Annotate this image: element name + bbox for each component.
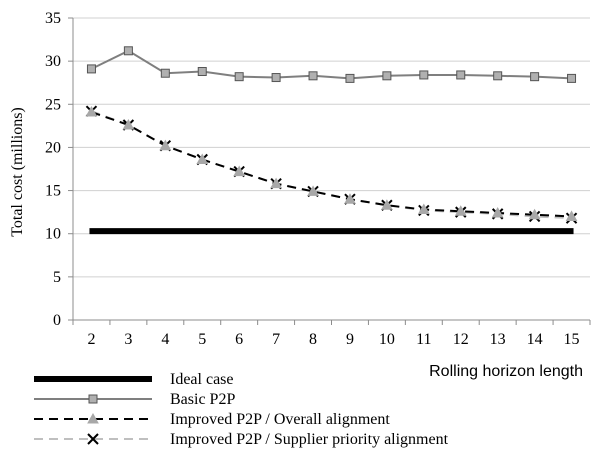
data-point-triangle: [270, 177, 282, 189]
legend-label: Basic P2P: [170, 391, 235, 408]
data-point-triangle: [159, 139, 172, 151]
series-line: [91, 111, 572, 218]
legend-label: Ideal case: [170, 371, 234, 388]
data-point-square: [160, 68, 170, 78]
axes: [68, 17, 591, 325]
y-tick-label: 10: [45, 226, 61, 243]
data-point-square: [419, 70, 429, 80]
y-tick-labels: 0 5 10 15 20 25 30 35: [45, 10, 61, 329]
data-point-square: [86, 64, 96, 74]
y-axis-title: Total cost (millions): [9, 107, 26, 237]
x-tick-label: 7: [272, 331, 280, 348]
legend-item: Basic P2P: [34, 391, 235, 408]
series-3: [91, 111, 572, 218]
data-point-triangle: [233, 165, 246, 177]
x-tick-label: 5: [198, 331, 206, 348]
x-axis-title: Rolling horizon length: [429, 363, 583, 380]
x-marker-stroke: [87, 433, 99, 445]
y-tick-label: 30: [45, 53, 61, 70]
data-point-triangle: [491, 206, 504, 218]
x-tick-label: 3: [124, 331, 132, 348]
legend-label: Improved P2P / Overall alignment: [170, 411, 390, 428]
data-point-square: [123, 46, 133, 56]
data-point-square: [493, 71, 503, 81]
x-tick-label: 2: [87, 331, 95, 348]
data-point-square: [567, 73, 577, 83]
x-tick-label: 9: [346, 331, 354, 348]
gridlines: [73, 17, 590, 278]
series-3-markers: [85, 106, 578, 221]
y-tick-label: 5: [53, 269, 61, 286]
x-tick-label: 8: [309, 331, 317, 348]
data-point-square: [345, 73, 355, 83]
legend-label: Improved P2P / Supplier priority alignme…: [170, 431, 449, 448]
data-point-square: [308, 71, 318, 81]
data-point-triangle: [87, 412, 99, 424]
legend-item: Improved P2P / Overall alignment: [34, 411, 390, 428]
data-point-triangle: [85, 106, 98, 117]
data-point-square: [382, 71, 392, 81]
data-point-square: [271, 73, 281, 83]
series-4-markers: [85, 105, 578, 224]
x-tick-label: 12: [453, 331, 469, 348]
x-tick-label: 6: [235, 331, 243, 348]
data-point-triangle: [122, 118, 135, 130]
data-point-triangle: [454, 205, 467, 216]
legend-item: Ideal case: [34, 371, 234, 388]
x-tick-label: 14: [527, 331, 543, 348]
legend: Ideal case Basic P2P Improved P2P / Overal…: [34, 371, 449, 448]
data-point-square: [530, 72, 540, 82]
series-group: [85, 46, 578, 235]
series-2: [91, 49, 572, 80]
y-tick-label: 15: [45, 183, 61, 200]
x-tick-label: 4: [161, 331, 169, 348]
x-tick-label: 10: [379, 331, 395, 348]
series-4: [91, 110, 572, 220]
x-tick-label: 15: [564, 331, 580, 348]
x-tick-label: 13: [490, 331, 506, 348]
data-point-square: [197, 66, 207, 76]
y-tick-label: 0: [53, 312, 61, 329]
data-point-square: [234, 72, 244, 82]
data-point-triangle: [417, 203, 430, 215]
legend-item: Improved P2P / Supplier priority alignme…: [34, 431, 449, 448]
y-tick-label: 25: [45, 96, 61, 113]
series-line: [91, 110, 572, 220]
data-point-square: [88, 394, 98, 404]
data-point-triangle: [307, 185, 319, 196]
data-point-triangle: [196, 153, 209, 165]
data-point-triangle: [344, 193, 356, 204]
series-2-markers: [86, 46, 577, 83]
x-tick-label: 11: [416, 331, 431, 348]
y-tick-label: 20: [45, 139, 61, 156]
series-line: [91, 49, 572, 80]
x-tick-labels: 2 3 4 5 6 7 8 9 10 11 12 13 14 15: [87, 331, 579, 348]
y-tick-label: 35: [45, 10, 61, 27]
data-point-square: [456, 70, 466, 80]
data-point-triangle: [381, 199, 393, 210]
data-point-x: [87, 433, 99, 445]
data-point-triangle: [565, 210, 578, 221]
data-point-triangle: [528, 208, 541, 220]
